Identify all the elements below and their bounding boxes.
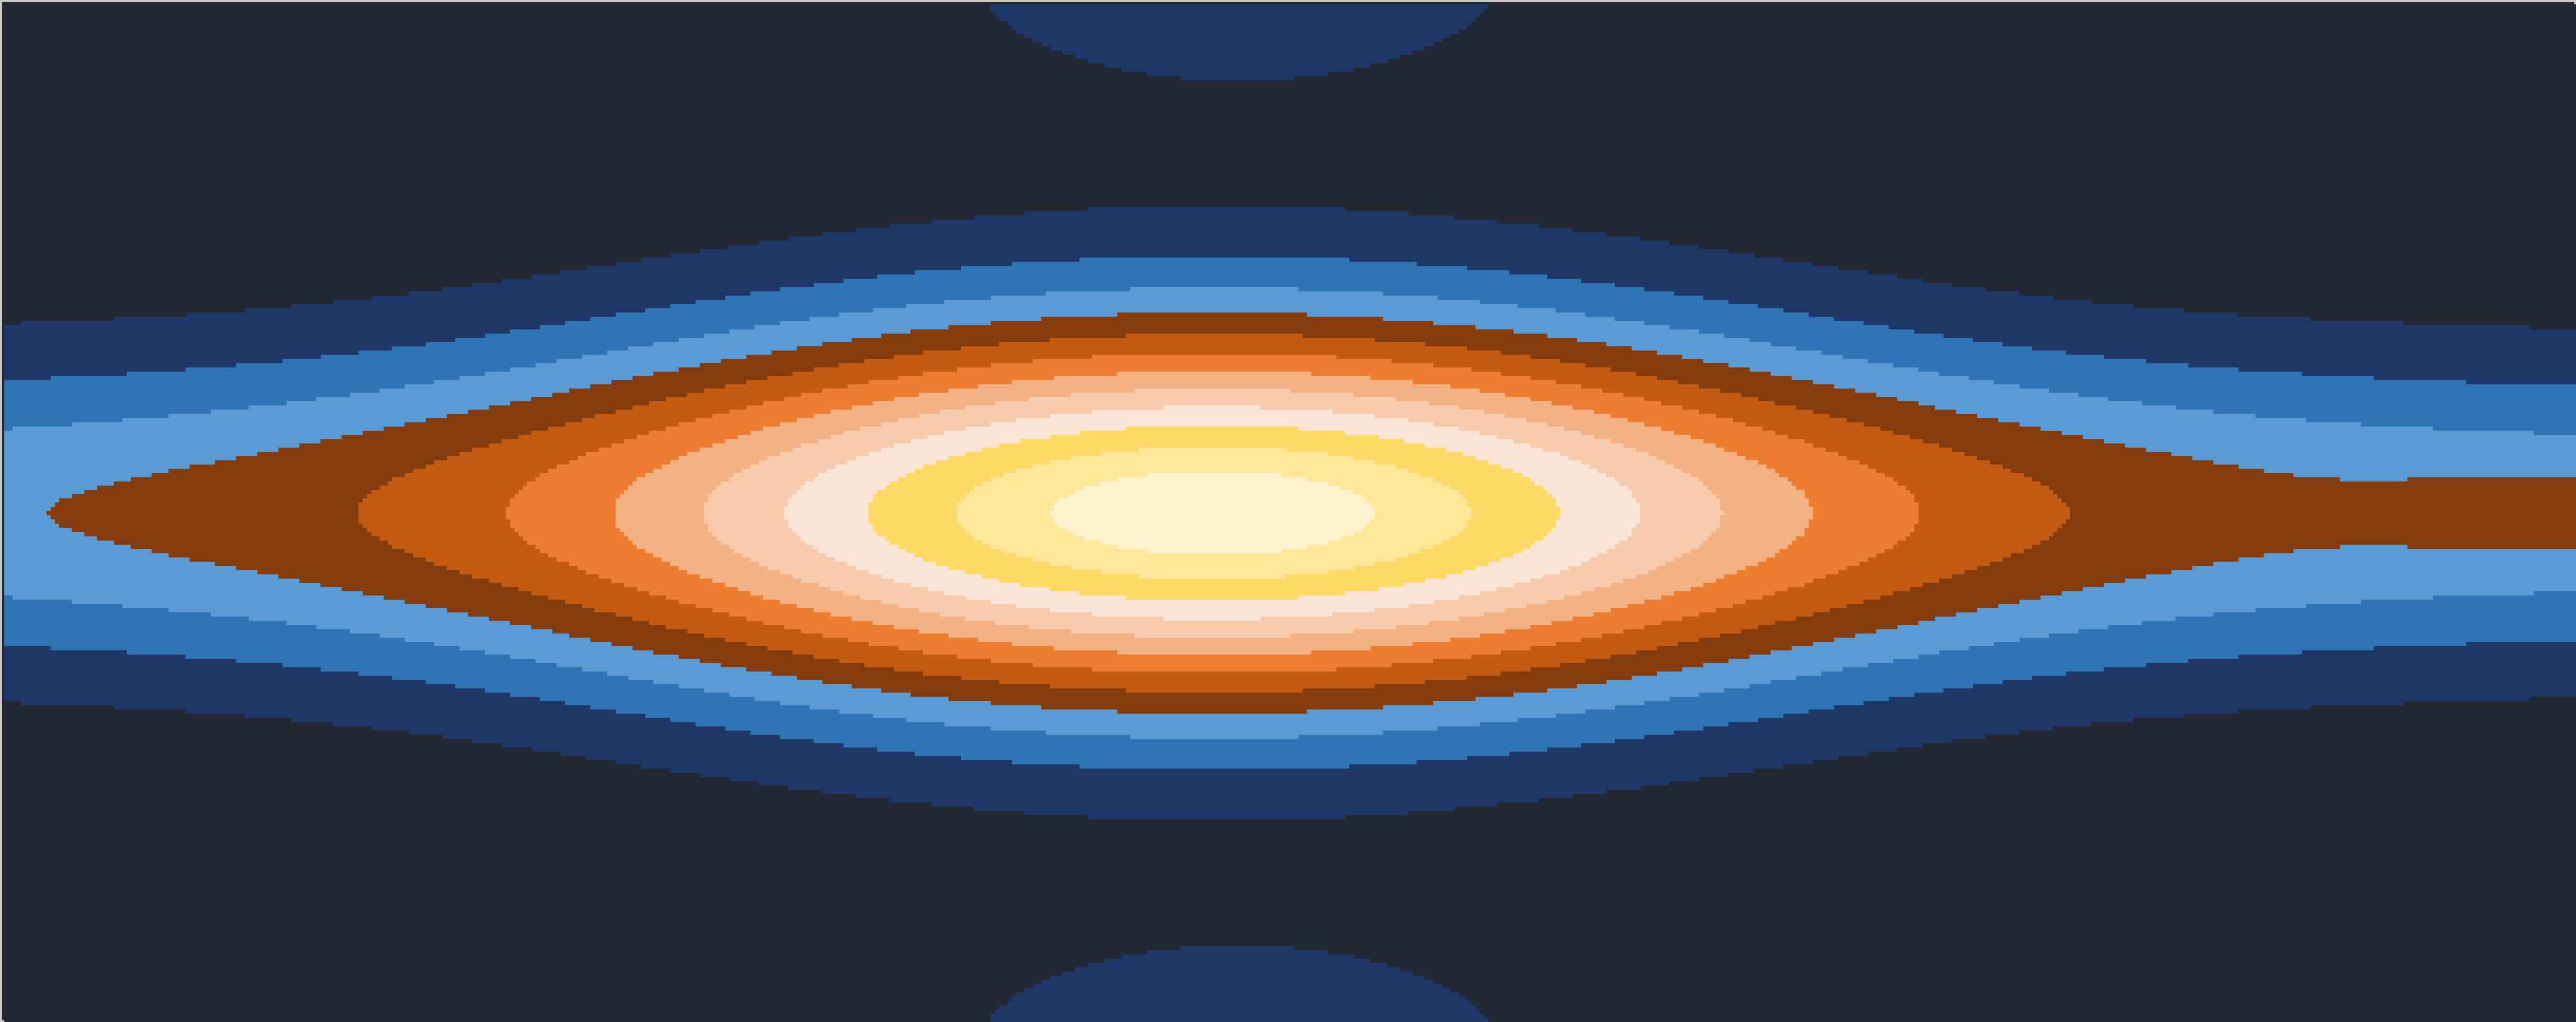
contour-heatmap-canvas — [4, 4, 2576, 1022]
